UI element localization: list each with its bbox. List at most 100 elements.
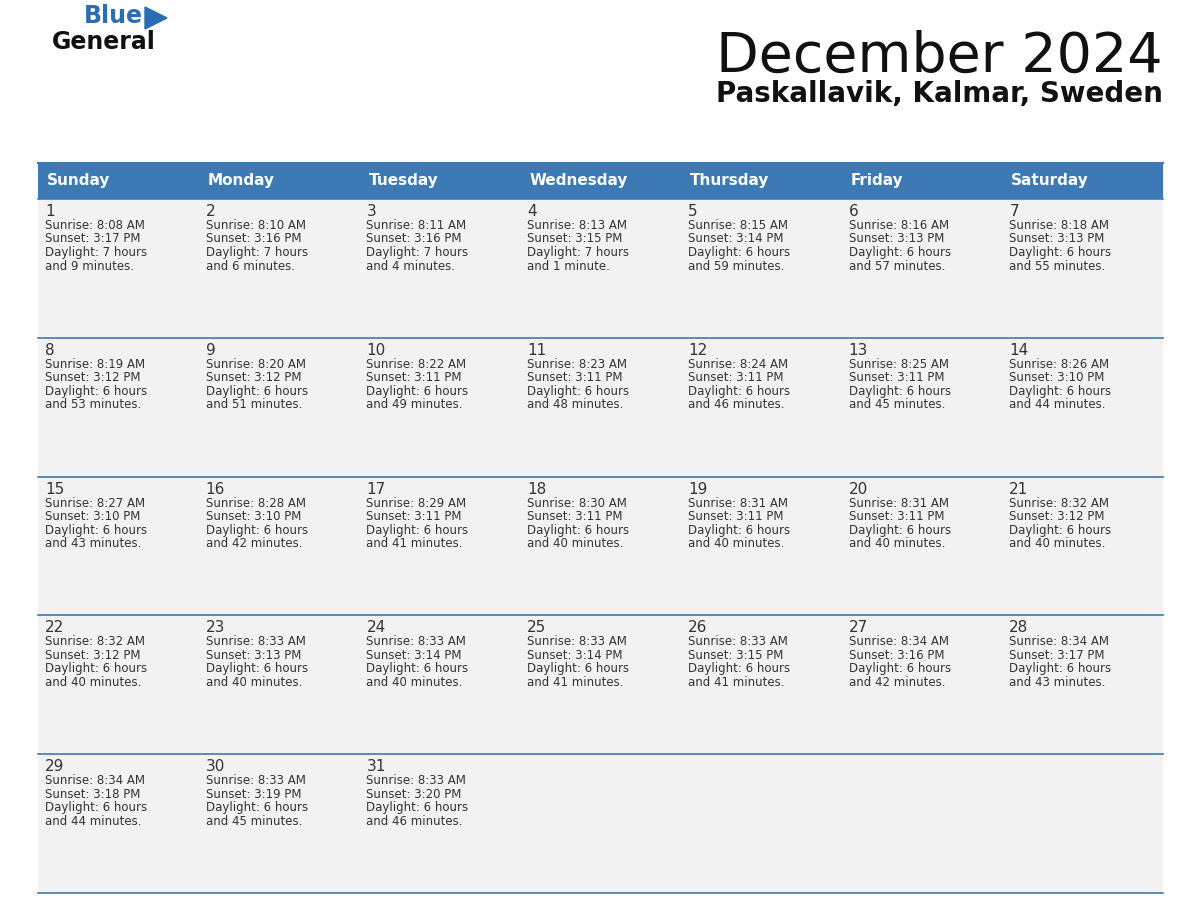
Bar bbox=[198, 755, 360, 893]
Text: Daylight: 6 hours: Daylight: 6 hours bbox=[1010, 663, 1112, 676]
Text: Daylight: 6 hours: Daylight: 6 hours bbox=[848, 385, 950, 397]
Text: and 6 minutes.: and 6 minutes. bbox=[206, 260, 295, 273]
Text: Daylight: 6 hours: Daylight: 6 hours bbox=[1010, 523, 1112, 537]
Text: and 40 minutes.: and 40 minutes. bbox=[688, 537, 784, 550]
Bar bbox=[681, 476, 841, 615]
Text: Sunset: 3:11 PM: Sunset: 3:11 PM bbox=[527, 371, 623, 385]
Text: and 42 minutes.: and 42 minutes. bbox=[848, 676, 946, 688]
Text: Sunrise: 8:11 AM: Sunrise: 8:11 AM bbox=[366, 219, 467, 232]
Text: Sunset: 3:12 PM: Sunset: 3:12 PM bbox=[1010, 510, 1105, 523]
Text: 23: 23 bbox=[206, 621, 225, 635]
Text: Daylight: 6 hours: Daylight: 6 hours bbox=[366, 523, 468, 537]
Text: Daylight: 7 hours: Daylight: 7 hours bbox=[206, 246, 308, 259]
Text: Daylight: 6 hours: Daylight: 6 hours bbox=[366, 385, 468, 397]
Text: and 40 minutes.: and 40 minutes. bbox=[206, 676, 302, 688]
Text: Paskallavik, Kalmar, Sweden: Paskallavik, Kalmar, Sweden bbox=[716, 80, 1163, 108]
Text: Daylight: 6 hours: Daylight: 6 hours bbox=[848, 246, 950, 259]
Text: General: General bbox=[52, 30, 156, 54]
Text: and 41 minutes.: and 41 minutes. bbox=[688, 676, 784, 688]
Bar bbox=[360, 338, 520, 476]
Text: Sunrise: 8:23 AM: Sunrise: 8:23 AM bbox=[527, 358, 627, 371]
Text: Daylight: 6 hours: Daylight: 6 hours bbox=[206, 385, 308, 397]
Bar bbox=[38, 755, 198, 893]
Bar bbox=[38, 476, 198, 615]
Text: Sunset: 3:11 PM: Sunset: 3:11 PM bbox=[688, 371, 783, 385]
Bar bbox=[1003, 476, 1163, 615]
Text: Sunset: 3:11 PM: Sunset: 3:11 PM bbox=[848, 371, 944, 385]
Text: Daylight: 6 hours: Daylight: 6 hours bbox=[45, 385, 147, 397]
Text: 4: 4 bbox=[527, 204, 537, 219]
Text: Sunrise: 8:33 AM: Sunrise: 8:33 AM bbox=[206, 635, 305, 648]
Text: Daylight: 7 hours: Daylight: 7 hours bbox=[45, 246, 147, 259]
Text: Sunset: 3:14 PM: Sunset: 3:14 PM bbox=[688, 232, 783, 245]
Text: Sunday: Sunday bbox=[48, 174, 110, 188]
Text: 13: 13 bbox=[848, 342, 868, 358]
Text: 18: 18 bbox=[527, 482, 546, 497]
Text: Sunset: 3:17 PM: Sunset: 3:17 PM bbox=[1010, 649, 1105, 662]
Text: Sunrise: 8:33 AM: Sunrise: 8:33 AM bbox=[366, 635, 467, 648]
Text: Daylight: 6 hours: Daylight: 6 hours bbox=[206, 523, 308, 537]
Text: 21: 21 bbox=[1010, 482, 1029, 497]
Text: and 1 minute.: and 1 minute. bbox=[527, 260, 609, 273]
Text: and 49 minutes.: and 49 minutes. bbox=[366, 398, 463, 411]
Text: 12: 12 bbox=[688, 342, 707, 358]
Text: Sunrise: 8:18 AM: Sunrise: 8:18 AM bbox=[1010, 219, 1110, 232]
Text: Daylight: 6 hours: Daylight: 6 hours bbox=[206, 663, 308, 676]
Text: Daylight: 6 hours: Daylight: 6 hours bbox=[848, 523, 950, 537]
Bar bbox=[360, 615, 520, 755]
Text: Sunset: 3:11 PM: Sunset: 3:11 PM bbox=[848, 510, 944, 523]
Bar bbox=[841, 338, 1003, 476]
Text: and 45 minutes.: and 45 minutes. bbox=[206, 814, 302, 828]
Text: 31: 31 bbox=[366, 759, 386, 774]
Text: Sunset: 3:10 PM: Sunset: 3:10 PM bbox=[45, 510, 140, 523]
Text: and 43 minutes.: and 43 minutes. bbox=[45, 537, 141, 550]
Bar bbox=[1003, 199, 1163, 338]
Text: Sunrise: 8:33 AM: Sunrise: 8:33 AM bbox=[527, 635, 627, 648]
Bar bbox=[1003, 615, 1163, 755]
Bar bbox=[681, 615, 841, 755]
Text: 24: 24 bbox=[366, 621, 386, 635]
Text: Sunrise: 8:32 AM: Sunrise: 8:32 AM bbox=[45, 635, 145, 648]
Text: Daylight: 6 hours: Daylight: 6 hours bbox=[366, 663, 468, 676]
Text: Sunset: 3:15 PM: Sunset: 3:15 PM bbox=[688, 649, 783, 662]
Text: Daylight: 6 hours: Daylight: 6 hours bbox=[527, 523, 630, 537]
Text: 15: 15 bbox=[45, 482, 64, 497]
Text: Sunrise: 8:29 AM: Sunrise: 8:29 AM bbox=[366, 497, 467, 509]
Text: Blue: Blue bbox=[84, 4, 143, 28]
Bar bbox=[681, 755, 841, 893]
Text: Sunrise: 8:31 AM: Sunrise: 8:31 AM bbox=[848, 497, 948, 509]
Text: 30: 30 bbox=[206, 759, 225, 774]
Text: 26: 26 bbox=[688, 621, 707, 635]
Bar bbox=[520, 476, 681, 615]
Text: Sunrise: 8:10 AM: Sunrise: 8:10 AM bbox=[206, 219, 305, 232]
Text: Daylight: 6 hours: Daylight: 6 hours bbox=[688, 523, 790, 537]
Text: Sunrise: 8:27 AM: Sunrise: 8:27 AM bbox=[45, 497, 145, 509]
Text: 14: 14 bbox=[1010, 342, 1029, 358]
Text: Sunset: 3:11 PM: Sunset: 3:11 PM bbox=[366, 371, 462, 385]
Text: Sunrise: 8:34 AM: Sunrise: 8:34 AM bbox=[1010, 635, 1110, 648]
Text: Sunrise: 8:22 AM: Sunrise: 8:22 AM bbox=[366, 358, 467, 371]
Text: Friday: Friday bbox=[851, 174, 903, 188]
Text: 25: 25 bbox=[527, 621, 546, 635]
Text: Daylight: 6 hours: Daylight: 6 hours bbox=[527, 663, 630, 676]
Text: Sunset: 3:18 PM: Sunset: 3:18 PM bbox=[45, 788, 140, 800]
Text: and 40 minutes.: and 40 minutes. bbox=[45, 676, 141, 688]
Text: Sunrise: 8:08 AM: Sunrise: 8:08 AM bbox=[45, 219, 145, 232]
Text: Sunrise: 8:15 AM: Sunrise: 8:15 AM bbox=[688, 219, 788, 232]
Text: Sunrise: 8:19 AM: Sunrise: 8:19 AM bbox=[45, 358, 145, 371]
Text: and 51 minutes.: and 51 minutes. bbox=[206, 398, 302, 411]
Text: 9: 9 bbox=[206, 342, 215, 358]
Text: Sunrise: 8:20 AM: Sunrise: 8:20 AM bbox=[206, 358, 305, 371]
Bar bbox=[360, 755, 520, 893]
Text: and 45 minutes.: and 45 minutes. bbox=[848, 398, 944, 411]
Text: Sunrise: 8:26 AM: Sunrise: 8:26 AM bbox=[1010, 358, 1110, 371]
Text: Sunrise: 8:28 AM: Sunrise: 8:28 AM bbox=[206, 497, 305, 509]
Text: Sunset: 3:16 PM: Sunset: 3:16 PM bbox=[848, 649, 944, 662]
Text: and 4 minutes.: and 4 minutes. bbox=[366, 260, 455, 273]
Text: 5: 5 bbox=[688, 204, 697, 219]
Text: Sunset: 3:10 PM: Sunset: 3:10 PM bbox=[206, 510, 301, 523]
Text: and 40 minutes.: and 40 minutes. bbox=[366, 676, 463, 688]
Text: and 46 minutes.: and 46 minutes. bbox=[688, 398, 784, 411]
Text: Sunset: 3:13 PM: Sunset: 3:13 PM bbox=[1010, 232, 1105, 245]
Text: and 40 minutes.: and 40 minutes. bbox=[527, 537, 624, 550]
